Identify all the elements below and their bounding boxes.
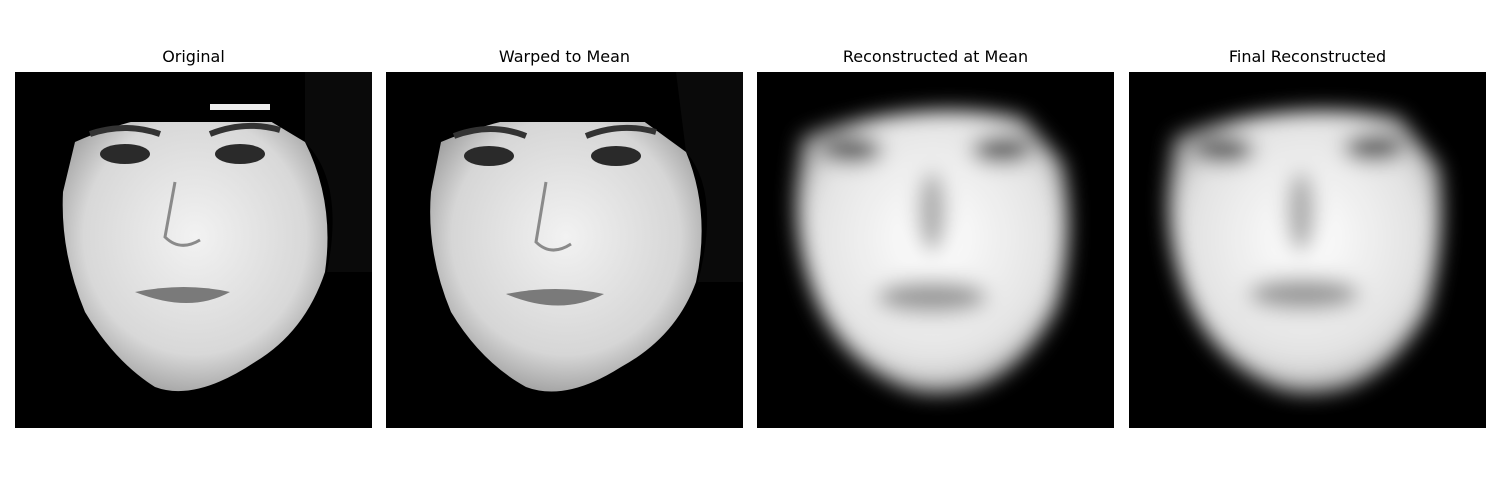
panel-title: Final Reconstructed: [1228, 47, 1387, 66]
panel-title: Warped to Mean: [498, 47, 631, 66]
face-image-warped: [386, 72, 743, 428]
face-image-final-reconstructed: [1129, 72, 1486, 428]
panel-title: Reconstructed at Mean: [842, 47, 1029, 66]
panel-title: Original: [162, 47, 225, 66]
face-reconstructed-at-mean-graphic: [796, 110, 1069, 394]
face-warped-graphic: [430, 72, 743, 392]
face-image-original: [15, 72, 372, 428]
face-original-graphic: [62, 72, 372, 392]
panel-original: Original: [15, 46, 372, 428]
face-image-reconstructed-at-mean: [757, 72, 1114, 428]
face-final-reconstructed-graphic: [1168, 110, 1442, 394]
panel-reconstructed-at-mean: Reconstructed at Mean: [757, 46, 1114, 428]
panel-warped-to-mean: Warped to Mean: [386, 46, 743, 428]
panel-final-reconstructed: Final Reconstructed: [1129, 46, 1486, 428]
